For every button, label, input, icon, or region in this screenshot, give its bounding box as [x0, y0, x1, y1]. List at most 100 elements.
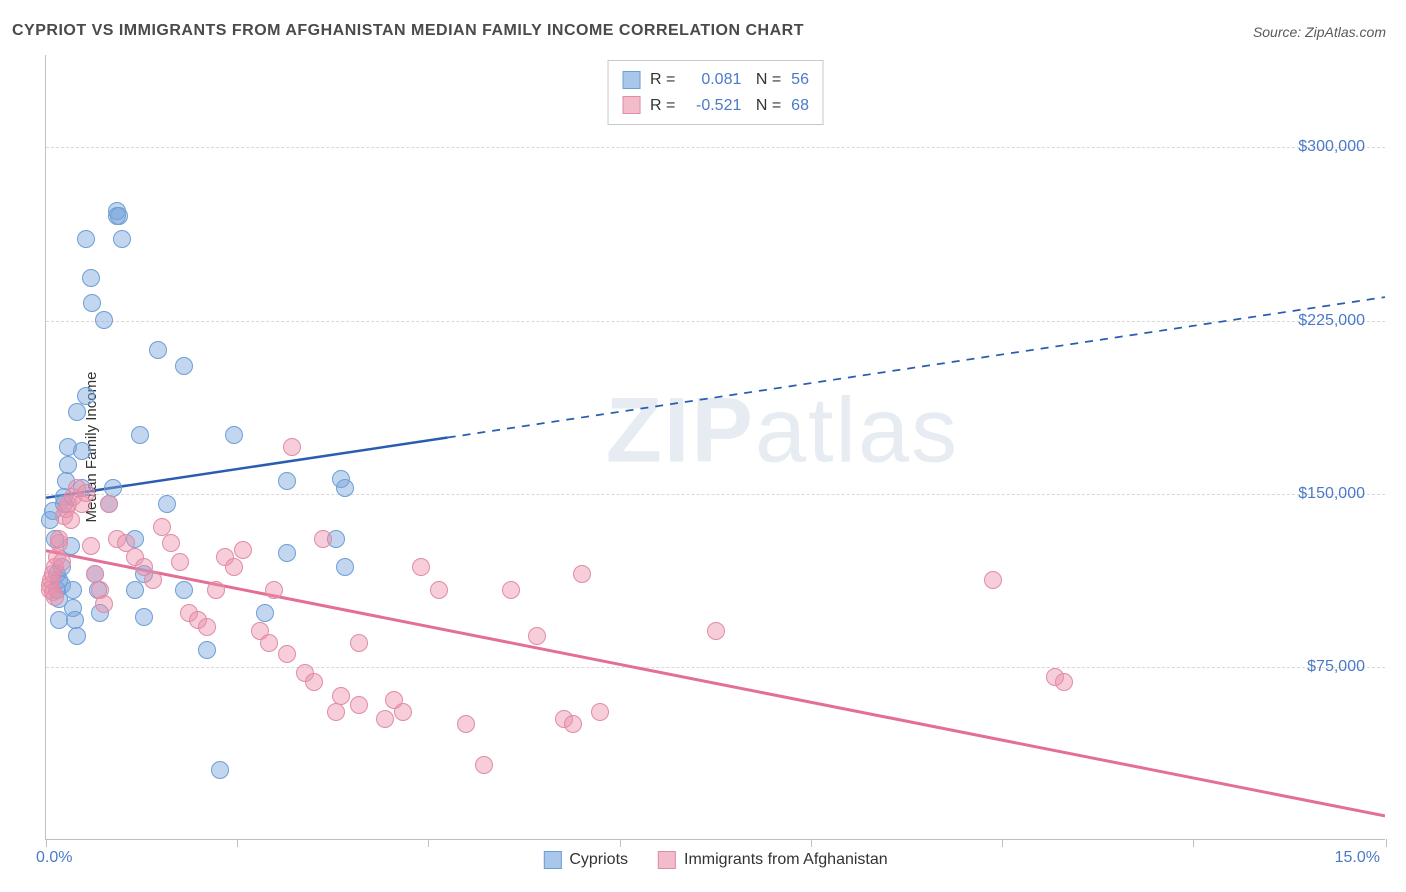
y-tick-label: $75,000 — [1307, 658, 1365, 676]
correlation-chart-container: CYPRIOT VS IMMIGRANTS FROM AFGHANISTAN M… — [0, 0, 1406, 892]
scatter-point-cypriots — [158, 495, 176, 513]
scatter-point-cypriots — [225, 426, 243, 444]
scatter-point-afghan — [528, 627, 546, 645]
scatter-point-afghan — [225, 558, 243, 576]
n-value-cypriots: 56 — [791, 67, 809, 93]
scatter-point-cypriots — [77, 387, 95, 405]
x-tick — [1386, 839, 1387, 847]
y-tick-label: $150,000 — [1298, 485, 1365, 503]
legend-swatch-cypriots — [543, 851, 561, 869]
x-tick — [620, 839, 621, 847]
scatter-point-cypriots — [135, 608, 153, 626]
scatter-point-cypriots — [59, 456, 77, 474]
scatter-point-afghan — [86, 565, 104, 583]
scatter-point-cypriots — [278, 472, 296, 490]
y-tick-label: $300,000 — [1298, 138, 1365, 156]
scatter-point-cypriots — [198, 641, 216, 659]
scatter-point-afghan — [62, 511, 80, 529]
scatter-point-afghan — [430, 581, 448, 599]
swatch-cypriots — [622, 71, 640, 89]
scatter-point-afghan — [207, 581, 225, 599]
scatter-point-afghan — [314, 530, 332, 548]
scatter-point-afghan — [305, 673, 323, 691]
r-value-afghan: -0.521 — [685, 93, 741, 119]
scatter-point-cypriots — [175, 581, 193, 599]
n-value-afghan: 68 — [791, 93, 809, 119]
scatter-point-cypriots — [82, 269, 100, 287]
plot-area: ZIPatlas Median Family Income $75,000$15… — [45, 55, 1385, 840]
series-legend: Cypriots Immigrants from Afghanistan — [543, 851, 887, 869]
stats-row-afghan: R = -0.521 N = 68 — [622, 93, 809, 119]
watermark: ZIPatlas — [606, 379, 959, 484]
scatter-point-afghan — [332, 687, 350, 705]
scatter-point-afghan — [350, 634, 368, 652]
r-value-cypriots: 0.081 — [685, 67, 741, 93]
watermark-bold: ZIP — [606, 380, 755, 482]
scatter-point-afghan — [234, 541, 252, 559]
legend-item-afghan: Immigrants from Afghanistan — [658, 851, 888, 869]
scatter-point-afghan — [50, 530, 68, 548]
scatter-point-cypriots — [73, 442, 91, 460]
scatter-point-afghan — [457, 715, 475, 733]
trend-line-afghan — [46, 551, 1385, 816]
source-attribution: Source: ZipAtlas.com — [1253, 24, 1386, 40]
scatter-point-afghan — [100, 495, 118, 513]
scatter-point-afghan — [573, 565, 591, 583]
scatter-point-afghan — [46, 588, 64, 606]
scatter-point-cypriots — [336, 558, 354, 576]
x-tick — [1193, 839, 1194, 847]
swatch-afghan — [622, 96, 640, 114]
scatter-point-afghan — [95, 595, 113, 613]
legend-item-cypriots: Cypriots — [543, 851, 628, 869]
scatter-point-afghan — [327, 703, 345, 721]
legend-label-cypriots: Cypriots — [569, 851, 628, 869]
scatter-point-cypriots — [64, 581, 82, 599]
scatter-point-afghan — [394, 703, 412, 721]
scatter-point-afghan — [591, 703, 609, 721]
stats-row-cypriots: R = 0.081 N = 56 — [622, 67, 809, 93]
scatter-point-afghan — [984, 571, 1002, 589]
scatter-point-afghan — [475, 756, 493, 774]
x-tick — [1002, 839, 1003, 847]
trend-lines — [46, 55, 1385, 839]
scatter-point-afghan — [278, 645, 296, 663]
watermark-thin: atlas — [755, 380, 959, 482]
scatter-point-afghan — [1055, 673, 1073, 691]
scatter-point-cypriots — [66, 611, 84, 629]
scatter-point-cypriots — [113, 230, 131, 248]
scatter-point-cypriots — [110, 207, 128, 225]
scatter-point-cypriots — [211, 761, 229, 779]
scatter-point-afghan — [153, 518, 171, 536]
chart-title: CYPRIOT VS IMMIGRANTS FROM AFGHANISTAN M… — [12, 22, 804, 40]
stats-legend: R = 0.081 N = 56 R = -0.521 N = 68 — [607, 60, 824, 125]
trend-line-dashed-cypriots — [448, 297, 1385, 437]
grid-line — [46, 667, 1385, 668]
scatter-point-cypriots — [95, 311, 113, 329]
scatter-point-afghan — [82, 537, 100, 555]
scatter-point-afghan — [412, 558, 430, 576]
scatter-point-cypriots — [68, 627, 86, 645]
grid-line — [46, 147, 1385, 148]
scatter-point-afghan — [162, 534, 180, 552]
grid-line — [46, 321, 1385, 322]
scatter-point-cypriots — [126, 581, 144, 599]
x-min-label: 0.0% — [36, 849, 72, 867]
x-tick — [237, 839, 238, 847]
scatter-point-cypriots — [149, 341, 167, 359]
grid-line — [46, 494, 1385, 495]
scatter-point-afghan — [198, 618, 216, 636]
scatter-point-afghan — [171, 553, 189, 571]
legend-swatch-afghan — [658, 851, 676, 869]
x-tick — [46, 839, 47, 847]
scatter-point-afghan — [77, 484, 95, 502]
x-tick — [428, 839, 429, 847]
legend-label-afghan: Immigrants from Afghanistan — [684, 851, 888, 869]
scatter-point-afghan — [376, 710, 394, 728]
scatter-point-cypriots — [68, 403, 86, 421]
scatter-point-cypriots — [77, 230, 95, 248]
scatter-point-cypriots — [278, 544, 296, 562]
scatter-point-afghan — [564, 715, 582, 733]
scatter-point-cypriots — [256, 604, 274, 622]
scatter-point-afghan — [502, 581, 520, 599]
scatter-point-afghan — [265, 581, 283, 599]
